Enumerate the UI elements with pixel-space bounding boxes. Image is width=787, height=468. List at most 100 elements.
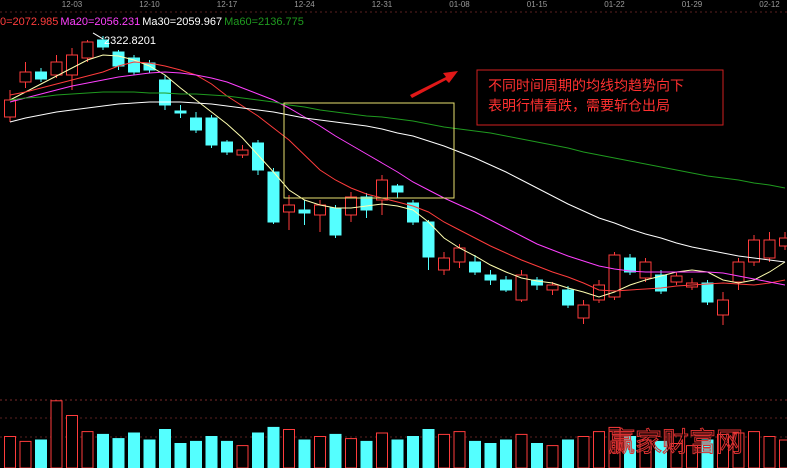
volume-bar (453, 431, 466, 468)
x-tick-label: 01-15 (527, 0, 548, 9)
candle-body (66, 54, 78, 76)
volume-bar (686, 445, 698, 468)
x-tick-label: 02-12 (759, 0, 780, 9)
candle-body (546, 284, 559, 291)
watermark: 赢家财富网 (608, 428, 743, 459)
volume-bar (391, 439, 404, 468)
max-pointer (92, 32, 104, 40)
volume-bar (298, 439, 311, 468)
candle-body (422, 221, 435, 258)
volume-bar (174, 443, 187, 468)
volume-bar (779, 439, 787, 468)
volume-bar (50, 400, 63, 468)
candle-body (717, 299, 729, 316)
candle-body (128, 57, 140, 73)
volume-bar (732, 432, 745, 468)
volume-bar (639, 439, 652, 468)
volume-bar (190, 440, 202, 468)
volume-bar (484, 443, 497, 468)
volume-bar (701, 439, 714, 468)
x-tick-label: 12-17 (217, 0, 238, 9)
candle-body (236, 149, 249, 156)
candle-body (221, 141, 233, 153)
volume-bar (81, 431, 94, 468)
highlight-box (283, 102, 455, 199)
volume-bar (159, 429, 171, 468)
volume-bar (515, 433, 528, 468)
candle-body (4, 99, 16, 118)
legend-entry: Ma60=2136.775 (224, 16, 304, 28)
x-tick-label: 12-10 (139, 0, 160, 9)
volume-bar (562, 439, 574, 468)
x-tick-label: 12-24 (294, 0, 315, 9)
candle-body (500, 279, 512, 291)
volume-bar (267, 426, 280, 468)
candle-body (608, 254, 621, 298)
volume-bar (314, 436, 326, 468)
volume-bar (500, 439, 512, 468)
annotation-box (476, 69, 724, 126)
candle-body (35, 71, 47, 80)
volume-bar (329, 433, 342, 468)
candle-body (531, 279, 543, 286)
candle-body (639, 261, 652, 279)
legend-entry: Ma20=2056.231 (60, 16, 140, 28)
candle-body (407, 202, 419, 223)
candle-body (329, 207, 342, 236)
volume-bar (4, 436, 16, 468)
volume-bar (283, 429, 295, 468)
volume-bar (252, 432, 264, 468)
volume-bar (19, 440, 32, 468)
candle-body (391, 185, 404, 193)
candle-body (112, 51, 125, 67)
volume-bar (670, 443, 683, 468)
arrow (410, 71, 458, 98)
candle-body (174, 110, 187, 114)
candle-body (515, 274, 528, 301)
ma-line (9, 91, 786, 189)
annotation-line: 表明行情看跌，需要斩仓出局 (488, 98, 670, 114)
labels: 12-03 12-10 12-17 12-24 12-31 01-08 01-15 01-22… (0, 0, 780, 47)
candle-body (763, 239, 776, 259)
legend-entry: Ma30=2059.967 (142, 16, 222, 28)
volume-bar (112, 438, 125, 468)
candle-body (484, 274, 497, 281)
candle-body (205, 117, 218, 146)
volume-bar (438, 433, 450, 468)
candle-body (670, 275, 683, 283)
x-tick-label: 01-29 (682, 0, 703, 9)
candle-body (314, 204, 326, 216)
candle-body (748, 239, 760, 263)
volume-bar (97, 433, 109, 468)
candle-body (252, 142, 264, 171)
volume-bar (546, 445, 559, 468)
candle-body (267, 171, 280, 223)
volume-bar (221, 440, 233, 468)
candle-body (345, 196, 357, 216)
volume-bar (345, 438, 357, 468)
candle-body (701, 282, 714, 303)
candle-body (190, 117, 202, 131)
candle-body (283, 204, 295, 213)
ma-line (9, 101, 786, 263)
ma-line (9, 61, 786, 292)
volume-bar (35, 439, 47, 468)
volume-bar (376, 432, 388, 468)
x-tick-label: 12-03 (62, 0, 83, 9)
volume-bar (66, 415, 78, 468)
volume-bar (128, 432, 140, 468)
ma-line (9, 71, 786, 286)
candle-body (81, 41, 94, 59)
max-label: 2322.8201 (104, 35, 156, 47)
volume-bar (407, 436, 419, 468)
candle-body (779, 237, 787, 247)
volume-bar (236, 445, 249, 468)
x-tick-label: 12-31 (372, 0, 393, 9)
volume-bar (422, 429, 435, 468)
annotation-line: 不同时间周期的均线均趋势向下 (488, 78, 684, 94)
volume-bar (577, 436, 590, 468)
candle-body (624, 257, 636, 273)
candle-body (562, 289, 574, 306)
volume-bar (469, 440, 481, 468)
